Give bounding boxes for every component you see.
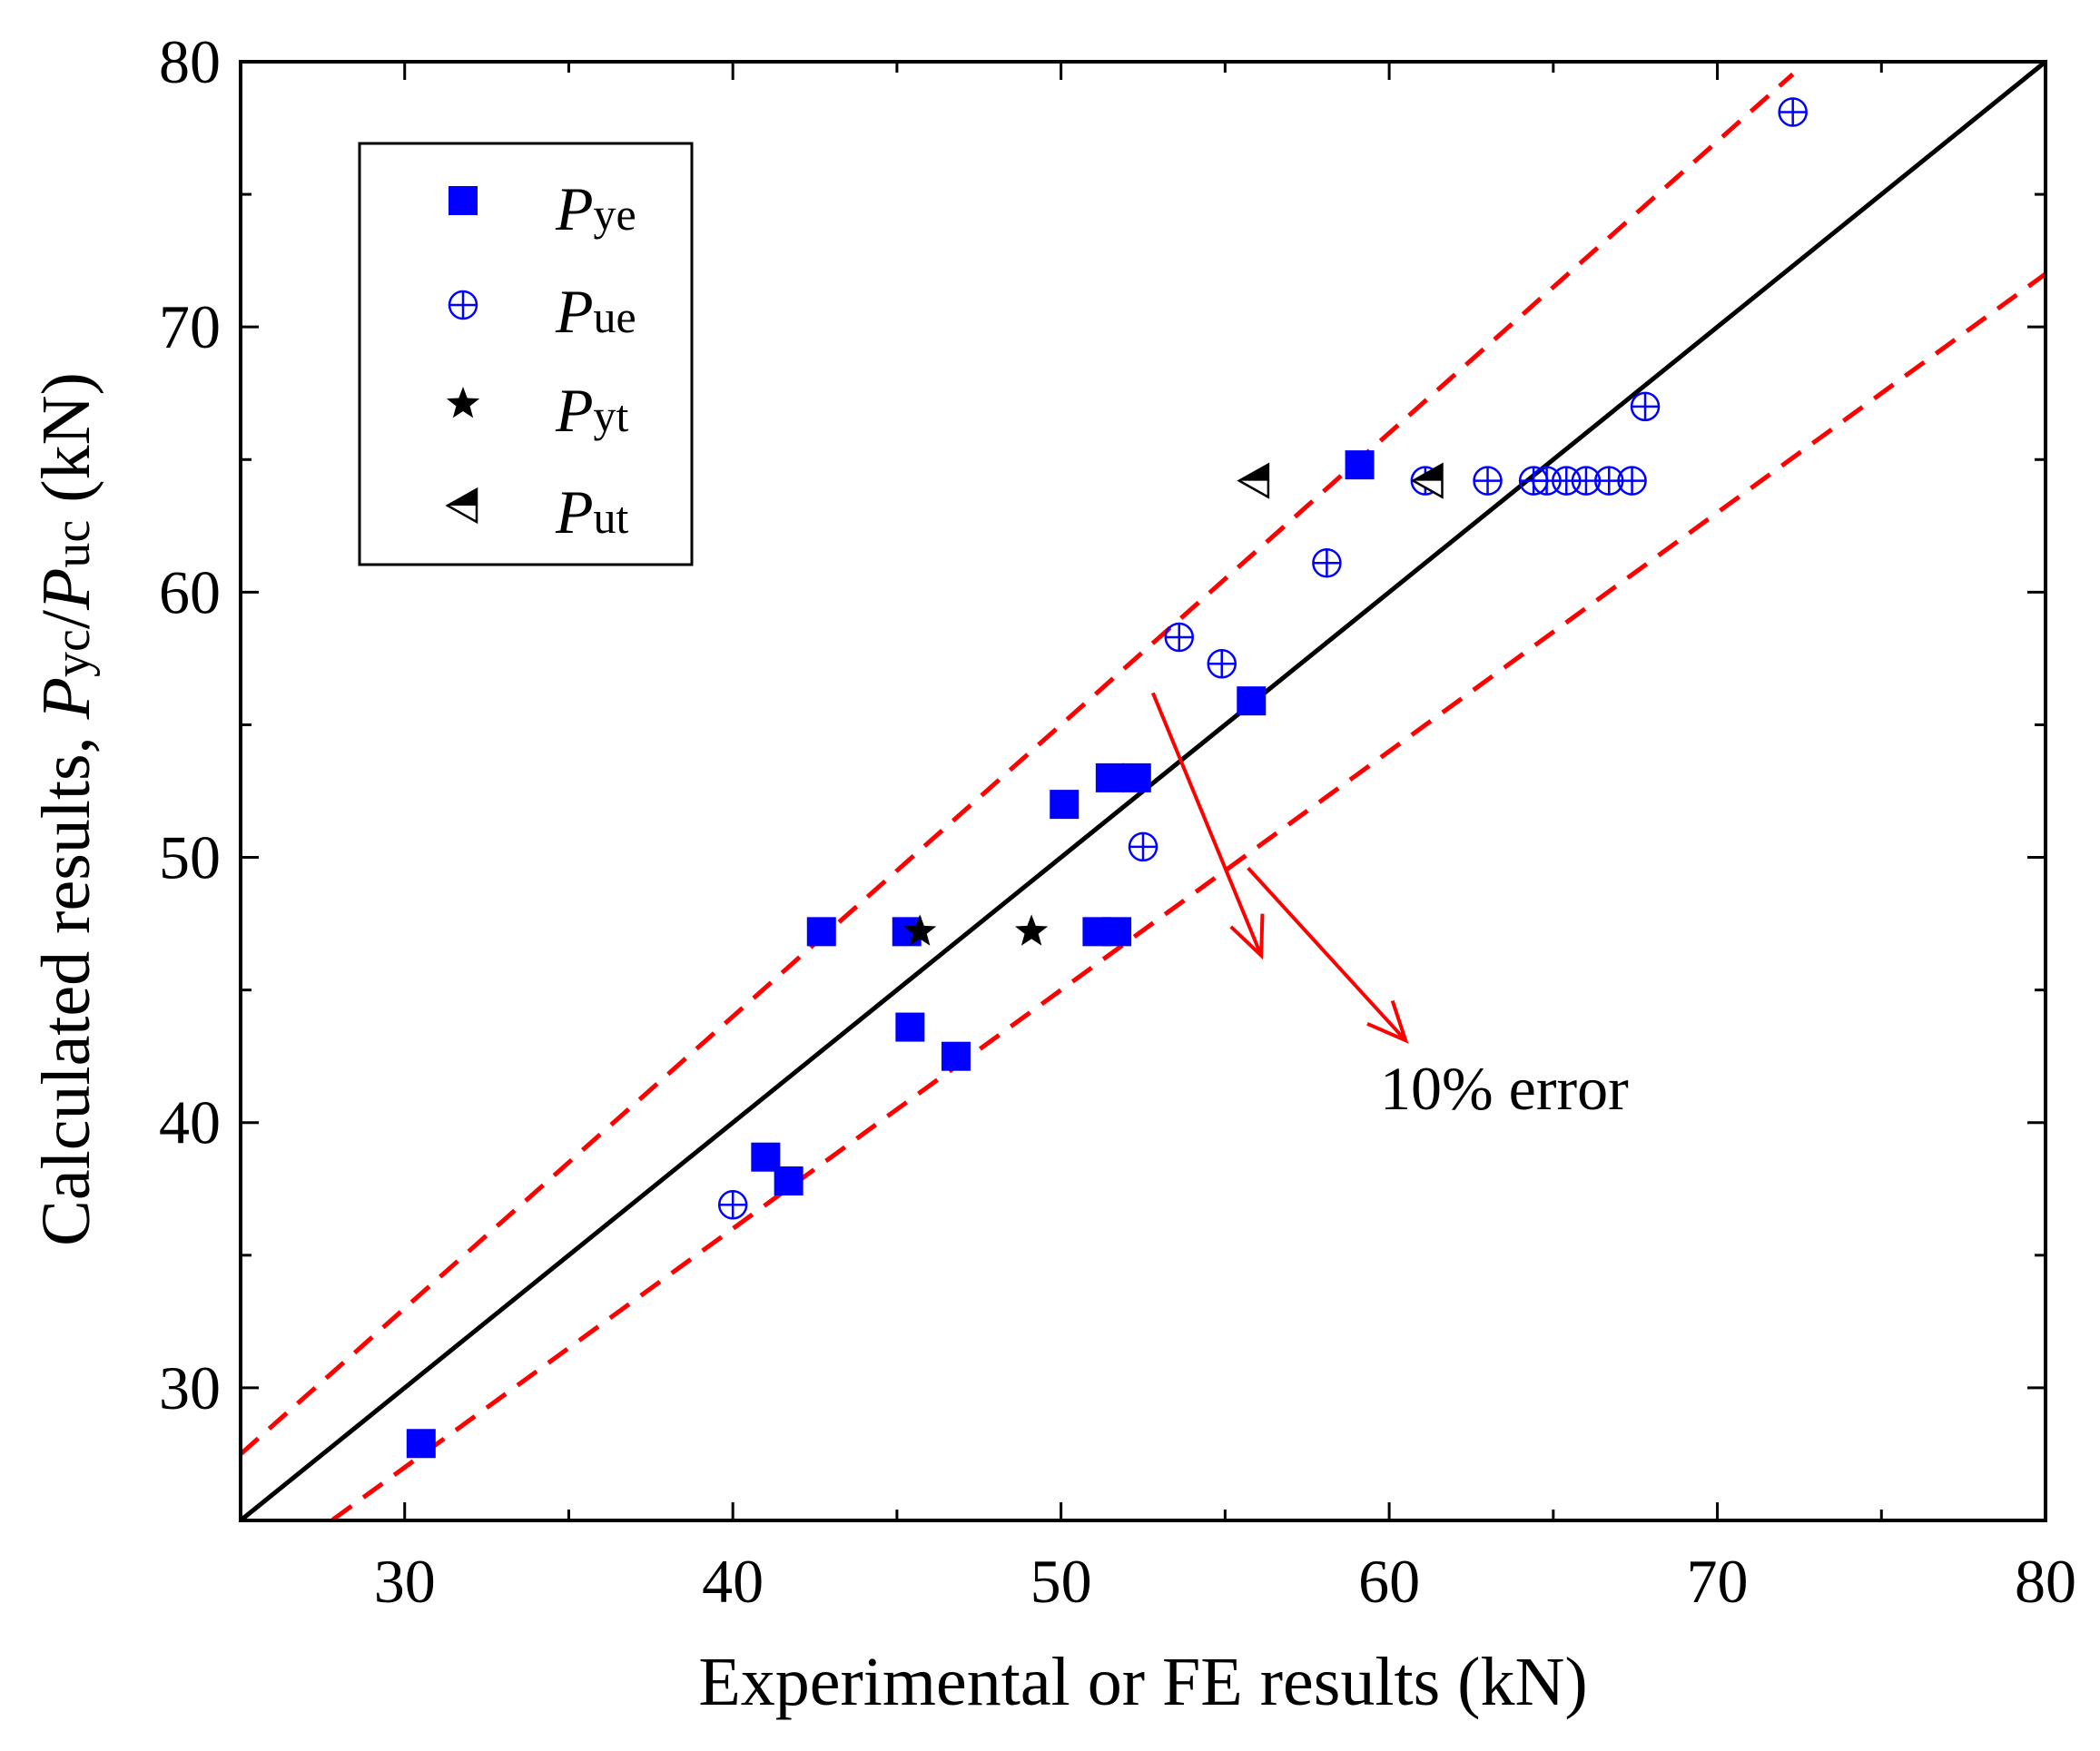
legend-symbol-pye — [449, 186, 478, 215]
legend-label-pyt: Pyt — [555, 376, 629, 445]
x-tick-label-40: 40 — [702, 1547, 764, 1616]
y-axis-title-slash: / — [28, 609, 104, 629]
y-axis-title-sub2: uc — [44, 520, 101, 568]
annotation-label: 10% error — [1380, 1054, 1629, 1123]
reference-line-1 — [239, 72, 1795, 1456]
point-pyt-0 — [903, 914, 937, 946]
point-pue-4 — [1312, 547, 1342, 578]
point-pue-3 — [1207, 649, 1237, 679]
legend: Pye Pue Pyt Put — [358, 142, 694, 566]
y-axis-title-prefix: Calculated results, — [28, 719, 104, 1245]
point-pue-14 — [1778, 97, 1808, 127]
y-axis-title-suffix: (kN) — [28, 372, 104, 520]
point-pye-13 — [1345, 450, 1375, 480]
point-pue-0 — [717, 1190, 748, 1220]
x-tick-labels: 30 40 50 60 70 80 — [374, 1547, 2076, 1616]
y-tick-label-70: 70 — [159, 292, 221, 361]
point-put-1 — [1410, 462, 1444, 499]
legend-label-put: Put — [555, 477, 629, 546]
legend-symbols — [445, 186, 480, 525]
plot-frame — [239, 60, 2047, 1522]
point-pye-6 — [774, 1166, 804, 1196]
reference-line-2 — [330, 271, 2047, 1522]
x-tick-label-80: 80 — [2015, 1547, 2076, 1616]
x-tick-label-60: 60 — [1358, 1547, 1420, 1616]
point-pye-8 — [1095, 762, 1125, 792]
point-pye-3 — [895, 1012, 925, 1042]
legend-label-pue: Pue — [555, 277, 636, 346]
x-tick-label-70: 70 — [1687, 1547, 1749, 1616]
y-axis-title-p2: P — [28, 568, 104, 611]
point-pue-12 — [1617, 466, 1647, 496]
data-markers — [406, 97, 1808, 1459]
point-pue-1 — [1128, 831, 1158, 862]
y-tick-label-80: 80 — [159, 27, 221, 96]
annotation-arrow-1 — [1247, 866, 1409, 1044]
y-tick-label-40: 40 — [159, 1088, 221, 1157]
y-axis-title-p1: P — [28, 677, 104, 720]
y-axis-title: Calculated results, Pyc/Puc (kN) — [28, 372, 104, 1246]
point-pyt-1 — [1015, 914, 1049, 946]
point-pue-13 — [1630, 391, 1661, 422]
annotation-arrow-0 — [1150, 692, 1265, 960]
point-pye-7 — [1050, 790, 1080, 820]
point-pye-11 — [1102, 917, 1132, 947]
y-axis-title-sub1: yc — [44, 629, 101, 677]
legend-symbol-pue — [448, 290, 478, 320]
y-tick-label-50: 50 — [159, 823, 221, 892]
legend-symbol-pyt — [446, 387, 480, 418]
x-tick-label-50: 50 — [1030, 1547, 1092, 1616]
point-pue-6 — [1473, 466, 1503, 496]
annotation-arrows — [1150, 692, 1409, 1044]
y-tick-label-30: 30 — [159, 1353, 221, 1422]
point-pye-1 — [806, 917, 836, 947]
point-pye-9 — [1121, 762, 1151, 792]
point-put-0 — [1237, 462, 1270, 499]
y-tick-label-60: 60 — [159, 557, 221, 626]
legend-label-pye: Pye — [555, 174, 636, 243]
point-pue-2 — [1164, 622, 1195, 653]
point-pye-12 — [1237, 686, 1267, 716]
legend-box — [358, 142, 694, 566]
point-pye-0 — [406, 1429, 436, 1459]
x-tick-label-30: 30 — [374, 1547, 436, 1616]
x-axis-title: Experimental or FE results (kN) — [698, 1644, 1587, 1720]
axis-ticks — [239, 60, 2047, 1522]
y-tick-labels: 30 40 50 60 70 80 — [159, 27, 221, 1422]
point-pye-4 — [941, 1041, 971, 1071]
legend-symbol-put — [445, 487, 478, 525]
